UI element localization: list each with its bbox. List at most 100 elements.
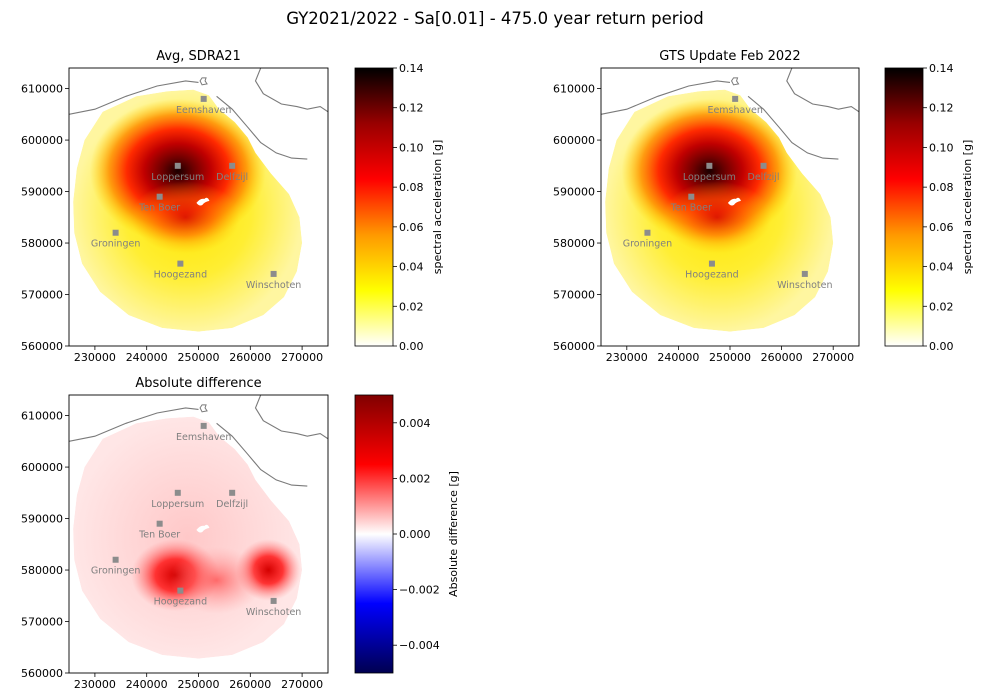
city-label: Groningen bbox=[623, 239, 672, 250]
colorbar-tick-label: 0.06 bbox=[929, 221, 954, 234]
city-marker bbox=[801, 270, 808, 277]
hazard-field bbox=[605, 89, 834, 332]
colorbar bbox=[354, 67, 394, 347]
city-marker bbox=[112, 229, 119, 236]
y-tick-label: 600000 bbox=[21, 461, 63, 474]
colorbar-tick-label: 0.10 bbox=[929, 141, 954, 154]
coast-eems bbox=[254, 68, 328, 113]
colorbar-label: spectral acceleration [g] bbox=[961, 140, 974, 274]
colorbar-tick-label: 0.08 bbox=[399, 181, 424, 194]
city-marker bbox=[706, 162, 713, 169]
colorbar-tick-label: 0.04 bbox=[929, 261, 954, 274]
y-tick-label: 560000 bbox=[21, 667, 63, 680]
city-marker bbox=[177, 587, 184, 594]
city-label: Eemshaven bbox=[176, 432, 231, 443]
x-tick-label: 250000 bbox=[709, 351, 751, 364]
coast-eems bbox=[254, 395, 328, 440]
coast-west bbox=[69, 407, 199, 442]
coast-west bbox=[69, 80, 199, 115]
panel-2: Eemshaven Loppersum Delfzijl Ten Boer Gronin… bbox=[553, 49, 974, 364]
field-lobe bbox=[662, 181, 772, 254]
city-label: Loppersum bbox=[151, 172, 204, 183]
y-tick-label: 580000 bbox=[21, 564, 63, 577]
y-tick-label: 610000 bbox=[553, 83, 595, 96]
colorbar-tick-label: 0.06 bbox=[399, 221, 424, 234]
city-label: Winschoten bbox=[246, 607, 301, 618]
city-marker bbox=[177, 260, 184, 267]
field-base bbox=[73, 416, 303, 659]
colorbar-tick-label: 0.004 bbox=[399, 417, 431, 430]
panel-title: GTS Update Feb 2022 bbox=[659, 49, 800, 64]
colorbar-tick-label: 0.02 bbox=[399, 300, 424, 313]
city-label: Winschoten bbox=[246, 280, 301, 291]
coast-east bbox=[747, 95, 839, 160]
colorbar-label: Absolute difference [g] bbox=[447, 471, 460, 597]
hazard-field bbox=[73, 89, 303, 332]
x-tick-label: 270000 bbox=[812, 351, 854, 364]
city-marker bbox=[200, 95, 207, 102]
colorbar bbox=[354, 394, 394, 674]
y-tick-label: 580000 bbox=[21, 237, 63, 250]
city-label: Groningen bbox=[91, 239, 140, 250]
x-tick-label: 240000 bbox=[126, 351, 168, 364]
coast-east bbox=[216, 95, 308, 160]
city-marker bbox=[156, 193, 163, 200]
y-tick-label: 560000 bbox=[21, 340, 63, 353]
city-label: Loppersum bbox=[151, 499, 204, 510]
map-area: Eemshaven Loppersum Delfzijl Ten Boer Gronin… bbox=[69, 68, 328, 332]
city-marker bbox=[200, 422, 207, 429]
colorbar-tick-label: 0.002 bbox=[399, 472, 431, 485]
y-tick-label: 600000 bbox=[21, 134, 63, 147]
lake-shape bbox=[727, 197, 741, 206]
colorbar bbox=[884, 67, 924, 347]
colorbar-label: spectral acceleration [g] bbox=[431, 140, 444, 274]
colorbar-tick-label: −0.004 bbox=[399, 639, 440, 652]
field-lobe-mid bbox=[170, 546, 264, 614]
city-marker bbox=[229, 489, 236, 496]
city-marker bbox=[688, 193, 695, 200]
figure-suptitle: GY2021/2022 - Sa[0.01] - 475.0 year retu… bbox=[286, 9, 703, 28]
panel-title: Avg, SDRA21 bbox=[156, 49, 241, 64]
y-tick-label: 560000 bbox=[553, 340, 595, 353]
harbour-shape bbox=[199, 404, 208, 413]
y-tick-label: 610000 bbox=[21, 410, 63, 423]
panel-3: Eemshaven Loppersum Delfzijl Ten Boer Gronin… bbox=[21, 376, 460, 691]
lake-shape bbox=[196, 524, 210, 533]
city-label: Hoogezand bbox=[154, 270, 208, 281]
city-marker bbox=[708, 260, 715, 267]
city-label: Ten Boer bbox=[670, 203, 712, 214]
y-tick-label: 570000 bbox=[553, 289, 595, 302]
city-label: Delfzijl bbox=[216, 172, 248, 183]
x-tick-label: 270000 bbox=[281, 351, 323, 364]
x-tick-label: 230000 bbox=[606, 351, 648, 364]
y-tick-label: 590000 bbox=[553, 186, 595, 199]
city-label: Eemshaven bbox=[707, 105, 762, 116]
y-tick-label: 600000 bbox=[553, 134, 595, 147]
y-tick-label: 610000 bbox=[21, 83, 63, 96]
city-marker bbox=[112, 556, 119, 563]
city-marker bbox=[174, 489, 181, 496]
city-label: Groningen bbox=[91, 566, 140, 577]
y-tick-label: 580000 bbox=[553, 237, 595, 250]
colorbar-tick-label: 0.14 bbox=[929, 62, 954, 75]
x-tick-label: 230000 bbox=[74, 678, 116, 691]
y-tick-label: 570000 bbox=[21, 616, 63, 629]
city-label: Hoogezand bbox=[154, 597, 208, 608]
harbour-shape bbox=[199, 77, 208, 86]
y-tick-label: 590000 bbox=[21, 513, 63, 526]
city-marker bbox=[174, 162, 181, 169]
city-marker bbox=[156, 520, 163, 527]
city-marker bbox=[270, 270, 277, 277]
city-marker bbox=[644, 229, 651, 236]
colorbar-tick-label: 0.14 bbox=[399, 62, 424, 75]
colorbar-tick-label: 0.04 bbox=[399, 261, 424, 274]
city-label: Delfzijl bbox=[748, 172, 780, 183]
panel-title: Absolute difference bbox=[135, 376, 261, 391]
x-tick-label: 230000 bbox=[74, 351, 116, 364]
x-tick-label: 270000 bbox=[281, 678, 323, 691]
colorbar-tick-label: 0.08 bbox=[929, 181, 954, 194]
city-label: Ten Boer bbox=[138, 530, 180, 541]
city-label: Delfzijl bbox=[216, 499, 248, 510]
map-area: Eemshaven Loppersum Delfzijl Ten Boer Gronin… bbox=[601, 68, 859, 332]
